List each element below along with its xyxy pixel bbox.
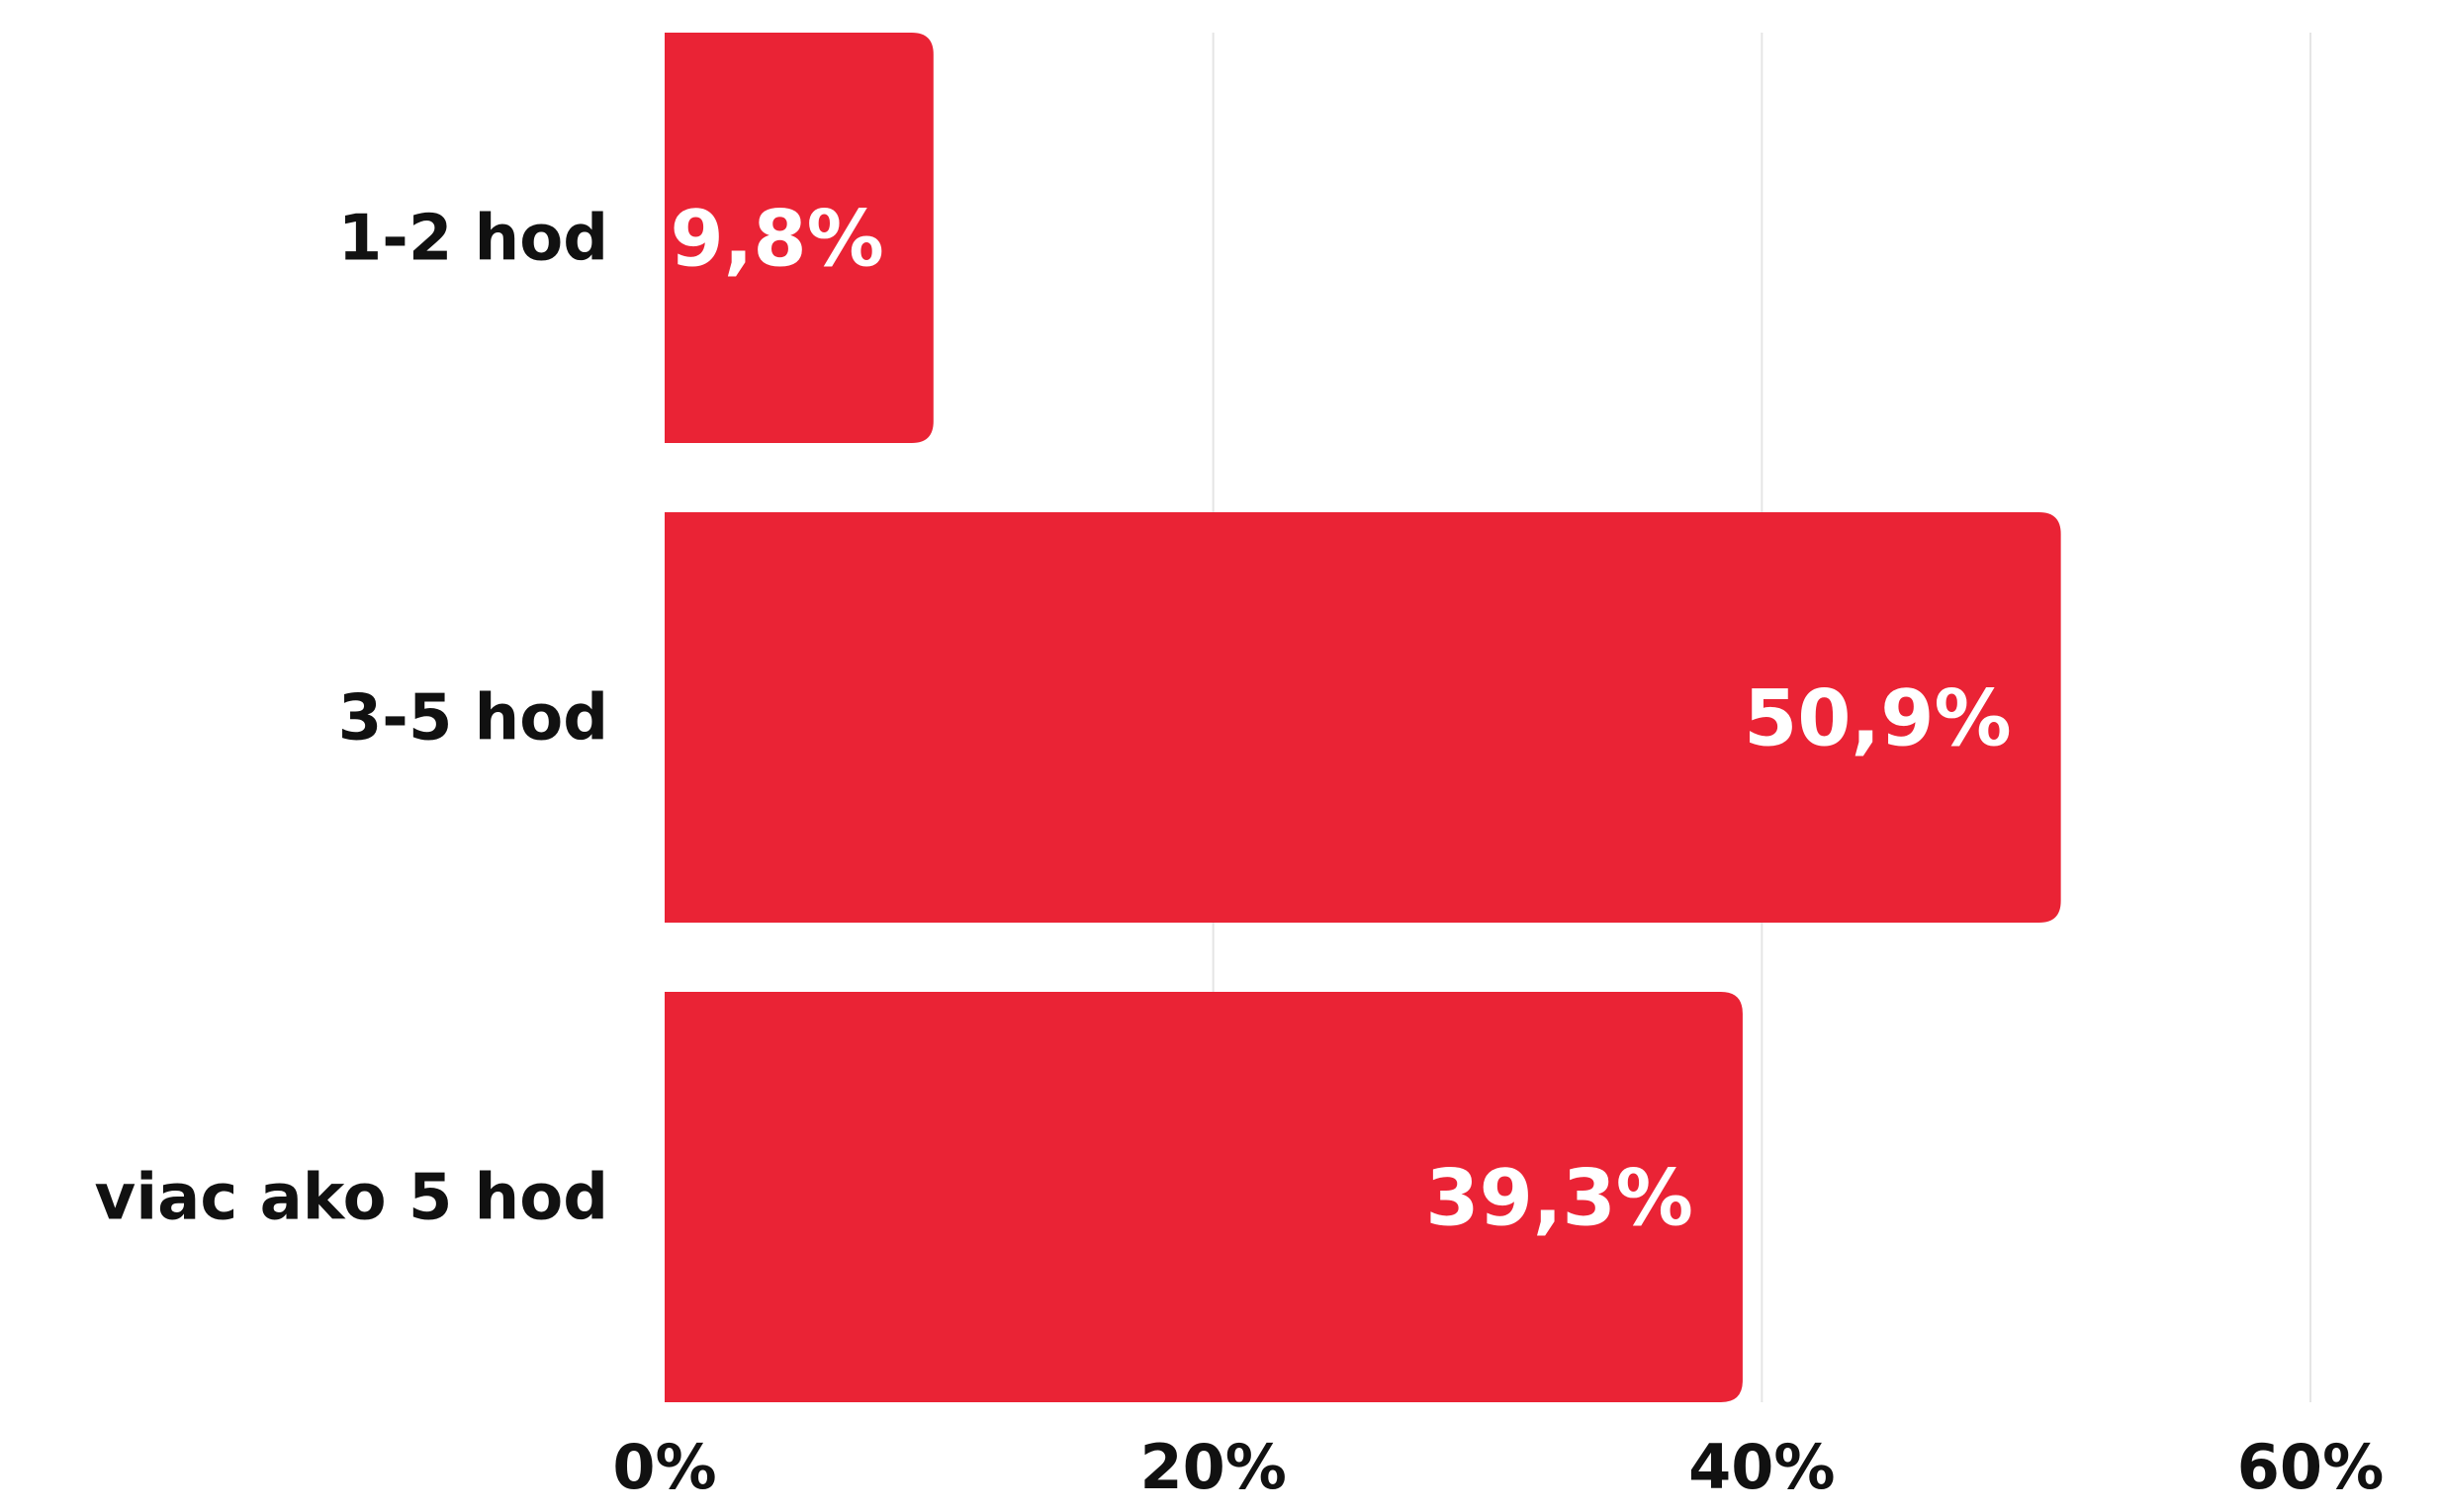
data-label-2: 50,9%: [1744, 675, 2012, 764]
data-label-1: 9,8%: [670, 196, 883, 285]
category-label-1: 1-2 hod: [338, 203, 608, 276]
x-tick-label-4: 60%: [2237, 1431, 2384, 1503]
x-axis-tick-labels: 0% 20% 40% 60%: [612, 1431, 2384, 1503]
data-label-3: 39,3%: [1425, 1155, 1693, 1244]
category-labels: 1-2 hod 3-5 hod viac ako 5 hod: [95, 203, 609, 1235]
bar-3: [665, 992, 1743, 1402]
x-tick-label-1: 0%: [612, 1431, 716, 1503]
category-label-2: 3-5 hod: [338, 682, 608, 756]
x-tick-label-2: 20%: [1139, 1431, 1286, 1503]
bar-layer: 9,8% 50,9% 39,3%: [665, 33, 2061, 1402]
bar-1: [665, 33, 934, 443]
category-label-3: viac ako 5 hod: [95, 1162, 609, 1235]
bar-2: [665, 512, 2061, 923]
x-tick-label-3: 40%: [1688, 1431, 1835, 1503]
